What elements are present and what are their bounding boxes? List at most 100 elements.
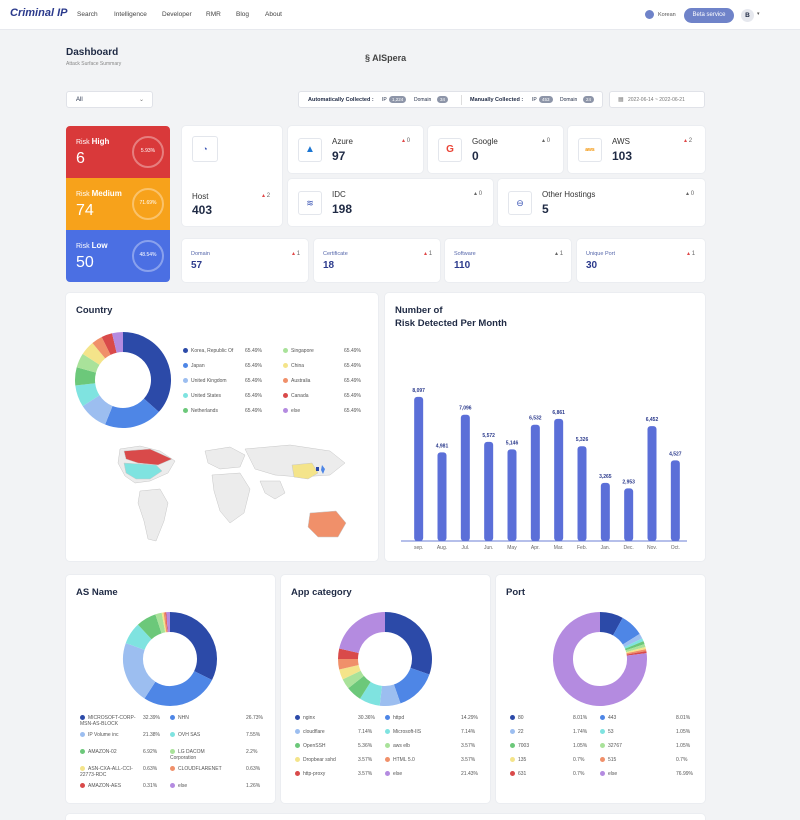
legend-item[interactable]: Canada xyxy=(283,393,309,399)
as-name-slice[interactable] xyxy=(169,612,217,681)
chevron-down-icon[interactable]: ▾ xyxy=(757,11,760,17)
legend-item[interactable]: 443 xyxy=(600,715,616,721)
legend-item[interactable]: Australia xyxy=(283,378,310,384)
as-name-slice[interactable] xyxy=(123,643,156,699)
legend-item[interactable]: United States xyxy=(183,393,221,399)
app-category-slice[interactable] xyxy=(338,648,359,660)
port-slice[interactable] xyxy=(553,612,647,706)
app-category-slice[interactable] xyxy=(393,667,430,704)
country-slice[interactable] xyxy=(75,367,97,386)
port-slice[interactable] xyxy=(622,633,643,648)
country-slice[interactable] xyxy=(76,353,100,373)
legend-item[interactable]: 631 xyxy=(510,771,526,777)
legend-item[interactable]: ASN-CXA-ALL-CCI-22773-RDC xyxy=(80,766,138,778)
host-card[interactable]: ◔ Host 403 ▴ 2 xyxy=(182,126,282,226)
google-card[interactable]: G Google 0 ▴ 0 xyxy=(428,126,563,173)
legend-item[interactable]: China xyxy=(283,363,304,369)
port-slice[interactable] xyxy=(624,638,644,649)
legend-item[interactable]: nginx xyxy=(295,715,315,721)
legend-item[interactable]: NHN xyxy=(170,715,228,721)
bar[interactable] xyxy=(530,424,540,541)
legend-item[interactable]: Dropbear sshd xyxy=(295,757,336,763)
legend-item[interactable]: http-proxy xyxy=(295,771,325,777)
bar[interactable] xyxy=(414,396,424,541)
bar[interactable] xyxy=(600,482,610,541)
country-slice[interactable] xyxy=(122,332,171,412)
language-selector[interactable]: Korean xyxy=(658,12,676,18)
legend-item[interactable]: 32767 xyxy=(600,743,622,749)
bar[interactable] xyxy=(624,488,634,541)
legend-item[interactable]: 515 xyxy=(600,757,616,763)
nav-rmr[interactable]: RMR xyxy=(206,11,221,18)
legend-item[interactable]: else xyxy=(600,771,617,777)
legend-item[interactable]: Japan xyxy=(183,363,205,369)
country-slice[interactable] xyxy=(75,382,100,407)
bar[interactable] xyxy=(647,426,657,541)
beta-service-button[interactable]: Beta service xyxy=(684,8,734,23)
app-category-slice[interactable] xyxy=(339,612,386,654)
legend-item[interactable]: MICROSOFT-CORP-MSN-AS-BLOCK xyxy=(80,715,138,727)
app-category-slice[interactable] xyxy=(342,670,365,689)
as-name-slice[interactable] xyxy=(155,612,166,634)
nav-developer[interactable]: Developer xyxy=(162,11,192,18)
risk-medium-card[interactable]: Risk Medium 74 71.69% xyxy=(66,178,170,230)
legend-item[interactable]: else xyxy=(385,771,402,777)
bar[interactable] xyxy=(460,414,470,541)
country-slice[interactable] xyxy=(112,332,124,353)
app-category-slice[interactable] xyxy=(359,681,383,706)
legend-item[interactable]: Netherlands xyxy=(183,408,218,414)
bar[interactable] xyxy=(437,452,447,541)
country-slice[interactable] xyxy=(105,398,159,428)
port-slice[interactable] xyxy=(599,612,623,636)
software-card[interactable]: Software 110 ▴ 1 xyxy=(445,239,571,282)
globe-icon[interactable] xyxy=(645,10,654,19)
idc-card[interactable]: ≋ IDC 198 ▴ 0 xyxy=(288,179,493,226)
legend-item[interactable]: United Kingdom xyxy=(183,378,227,384)
nav-search[interactable]: Search xyxy=(77,11,98,18)
filter-select[interactable]: All ⌄ xyxy=(66,91,153,108)
legend-item[interactable]: 53 xyxy=(600,729,614,735)
country-slice[interactable] xyxy=(82,394,114,425)
legend-item[interactable]: 7003 xyxy=(510,743,529,749)
azure-card[interactable]: ▲ Azure 97 ▴ 0 xyxy=(288,126,423,173)
port-slice[interactable] xyxy=(612,617,640,646)
unique-port-card[interactable]: Unique Port 30 ▴ 1 xyxy=(577,239,705,282)
bar[interactable] xyxy=(577,446,587,541)
nav-intelligence[interactable]: Intelligence xyxy=(114,11,147,18)
port-slice[interactable] xyxy=(624,641,645,651)
app-category-slice[interactable] xyxy=(339,664,361,680)
legend-item[interactable]: OVH SAS xyxy=(170,732,228,738)
domain-card[interactable]: Domain 57 ▴ 1 xyxy=(182,239,308,282)
bar[interactable] xyxy=(484,441,494,541)
legend-item[interactable]: CLOUDFLARENET xyxy=(170,766,228,772)
as-name-slice[interactable] xyxy=(144,670,213,706)
legend-item[interactable]: LG DACOM Corporation xyxy=(170,749,228,761)
country-slice[interactable] xyxy=(101,333,117,356)
avatar[interactable]: B xyxy=(741,9,754,22)
aws-card[interactable]: aws AWS 103 ▴ 2 xyxy=(568,126,705,173)
risk-high-card[interactable]: Risk High 6 5.93% xyxy=(66,126,170,178)
country-slice[interactable] xyxy=(82,342,106,366)
legend-item[interactable]: IP Volume inc xyxy=(80,732,138,738)
app-category-slice[interactable] xyxy=(384,612,432,675)
country-slice[interactable] xyxy=(92,336,111,359)
legend-item[interactable]: Microsoft-IIS xyxy=(385,729,421,735)
legend-item[interactable]: OpenSSH xyxy=(295,743,326,749)
certificate-card[interactable]: Certificate 18 ▴ 1 xyxy=(314,239,440,282)
legend-item[interactable]: AMAZON-02 xyxy=(80,749,138,755)
legend-item[interactable]: Korea, Republic Of xyxy=(183,348,233,354)
nav-about[interactable]: About xyxy=(265,11,282,18)
app-category-slice[interactable] xyxy=(348,675,371,699)
logo[interactable]: Criminal IP xyxy=(10,7,68,19)
app-category-slice[interactable] xyxy=(379,684,401,706)
legend-item[interactable]: httpd xyxy=(385,715,404,721)
app-category-slice[interactable] xyxy=(338,658,359,670)
legend-item[interactable]: else xyxy=(170,783,228,789)
legend-item[interactable]: 135 xyxy=(510,757,526,763)
bar[interactable] xyxy=(670,460,680,541)
date-range-picker[interactable]: ▦ 2022-06-14 ~ 2022-06-21 xyxy=(609,91,705,108)
bar[interactable] xyxy=(507,449,517,541)
risk-low-card[interactable]: Risk Low 50 48.54% xyxy=(66,230,170,282)
bar[interactable] xyxy=(554,418,564,541)
legend-item[interactable]: 22 xyxy=(510,729,524,735)
